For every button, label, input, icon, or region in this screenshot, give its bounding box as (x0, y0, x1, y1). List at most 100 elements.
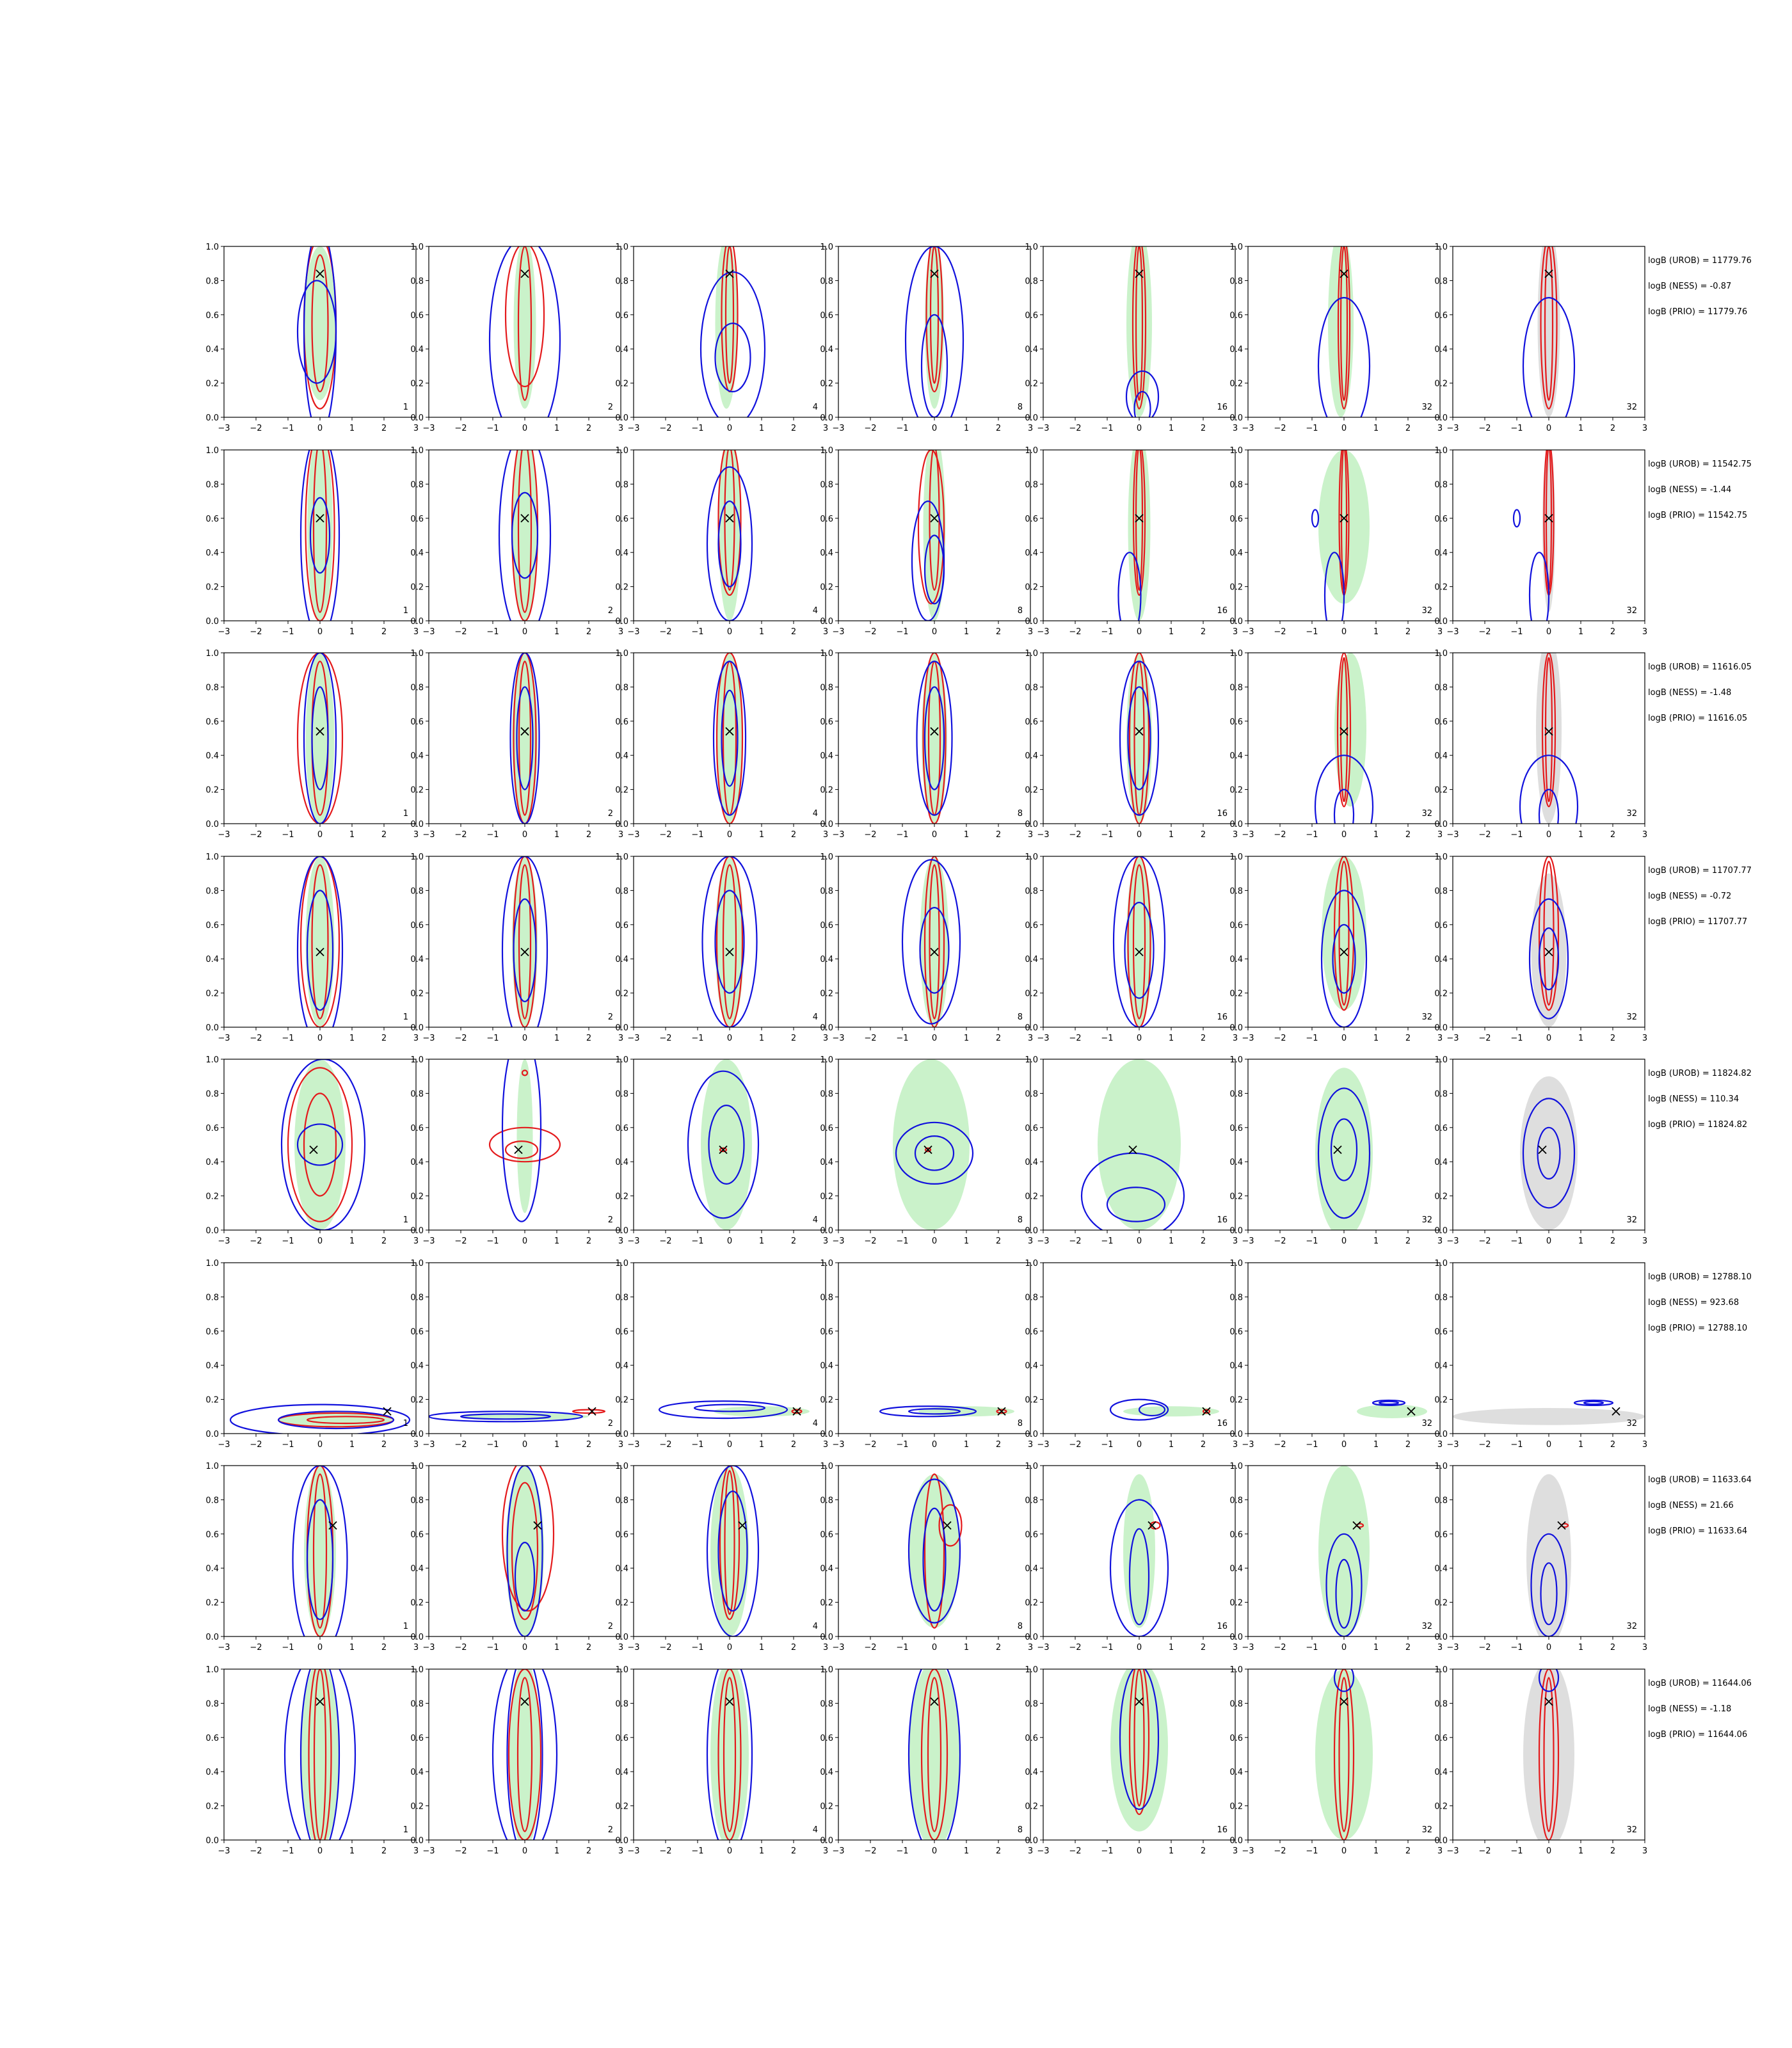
x-tick-label: 2 (1201, 627, 1206, 637)
y-tick-label: 0.0 (1229, 1633, 1243, 1642)
y-tick-label: 0.0 (820, 820, 833, 829)
true-value-marker (1135, 947, 1144, 957)
true-value-marker (1135, 727, 1144, 736)
x-tick-label: −3 (1037, 1236, 1049, 1246)
panel: −3 −2 −1 0 1 2 30.00.20.40.60.81.032 (1229, 852, 1443, 1043)
x-tick-label: 1 (349, 1440, 355, 1450)
panel: −3 −2 −1 0 1 2 30.00.20.40.60.81.08 (820, 1462, 1033, 1652)
y-tick-label: 0.4 (820, 1768, 833, 1777)
y-tick-label: 0.2 (1434, 1192, 1448, 1202)
panel-corner-label: 32 (1421, 606, 1432, 616)
y-tick-label: 0.2 (410, 1599, 424, 1608)
x-tick-label: 3 (1233, 1440, 1238, 1450)
red-contour (296, 653, 344, 824)
x-tick-label: −3 (1037, 1034, 1049, 1043)
x-tick-label: 0 (1341, 627, 1347, 637)
y-tick-label: 0.6 (1229, 1327, 1243, 1337)
x-tick-label: 2 (1201, 1846, 1206, 1856)
x-tick-label: −2 (864, 1440, 876, 1450)
x-tick-label: 0 (1546, 1846, 1551, 1856)
x-tick-label: 0 (1546, 627, 1551, 637)
y-tick-label: 1.0 (1025, 243, 1038, 252)
x-tick-label: −3 (627, 627, 639, 637)
y-tick-label: 0.2 (1434, 583, 1448, 593)
y-tick-label: 0.0 (1434, 1023, 1448, 1033)
x-tick-label: −2 (454, 1643, 467, 1652)
red-contour (1338, 860, 1350, 1006)
panel-corner-label: 32 (1626, 606, 1637, 616)
x-tick-label: −1 (486, 1034, 499, 1043)
x-tick-label: 0 (932, 424, 937, 433)
panel-corner-label: 4 (813, 1419, 818, 1428)
x-tick-label: −3 (218, 1846, 230, 1856)
y-tick-label: 1.0 (205, 1665, 219, 1675)
panel-corner-label: 8 (1018, 606, 1023, 616)
x-tick-label: 0 (522, 830, 527, 840)
green-density-region (922, 653, 947, 824)
x-tick-label: 2 (586, 627, 591, 637)
panel: −3 −2 −1 0 1 2 30.00.20.40.60.81.032 (1229, 1665, 1443, 1856)
x-tick-label: 1 (349, 627, 355, 637)
red-contour (924, 1473, 945, 1629)
red-contour (929, 246, 940, 384)
true-value-marker (930, 514, 939, 523)
y-tick-label: 0.4 (205, 1361, 219, 1371)
panel-plot-area (1528, 856, 1569, 1027)
x-tick-label: 0 (727, 424, 732, 433)
x-tick-label: −3 (1242, 627, 1254, 637)
true-value-marker (1340, 269, 1348, 278)
y-tick-label: 1.0 (1229, 852, 1243, 862)
y-tick-label: 0.4 (410, 1564, 424, 1574)
x-tick-label: −3 (218, 1440, 230, 1450)
red-contour (517, 246, 532, 401)
y-tick-label: 0.2 (1229, 989, 1243, 999)
x-tick-label: 3 (1642, 1440, 1647, 1450)
x-tick-label: 2 (1610, 1236, 1615, 1246)
x-tick-label: 0 (1137, 1643, 1142, 1652)
red-contour (504, 1140, 539, 1159)
x-tick-label: 1 (759, 830, 764, 840)
x-tick-label: −2 (864, 1236, 876, 1246)
true-value-marker (1340, 727, 1348, 736)
y-tick-label: 0.8 (1025, 683, 1038, 692)
y-tick-label: 1.0 (820, 649, 833, 659)
blue-contour (924, 534, 945, 605)
red-contour (508, 1669, 542, 1840)
x-tick-label: 1 (349, 424, 355, 433)
x-tick-label: 1 (759, 1643, 764, 1652)
panel-plot-area (904, 246, 964, 417)
blue-contour (501, 1059, 542, 1222)
y-tick-label: 0.4 (1229, 1768, 1243, 1777)
logb-annotation: logB (NESS) = -1.18 (1648, 1704, 1731, 1714)
y-tick-label: 0.2 (1229, 380, 1243, 389)
x-tick-label: −2 (1478, 1440, 1491, 1450)
blue-contour (706, 1466, 760, 1636)
true-value-marker (725, 727, 734, 736)
blue-contour (895, 1121, 974, 1185)
x-tick-label: −2 (1478, 1034, 1491, 1043)
blue-contour (916, 660, 953, 816)
blue-contour (460, 1413, 552, 1420)
true-value-marker (1557, 1521, 1566, 1530)
red-contour (1132, 864, 1146, 1020)
y-tick-label: 0.6 (820, 1734, 833, 1743)
y-tick-label: 0.6 (205, 311, 219, 321)
x-tick-label: −3 (832, 830, 844, 840)
blue-contour (506, 1466, 543, 1636)
blue-contour (693, 1404, 766, 1412)
x-tick-label: −2 (1478, 424, 1491, 433)
y-tick-label: 0.0 (1229, 820, 1243, 829)
y-tick-label: 1.0 (410, 852, 424, 862)
panel-corner-label: 32 (1626, 1825, 1637, 1835)
panel: −3 −2 −1 0 1 2 30.00.20.40.60.81.02 (410, 1665, 623, 1856)
y-tick-label: 0.8 (615, 1699, 628, 1709)
logb-annotation: logB (NESS) = 110.34 (1648, 1094, 1739, 1104)
panel-plot-area (706, 450, 753, 621)
blue-contour (1311, 509, 1320, 528)
x-tick-label: −2 (250, 1236, 262, 1246)
x-tick-label: 3 (1642, 830, 1647, 840)
x-tick-label: 3 (1437, 424, 1443, 433)
blue-contour (919, 906, 950, 994)
y-tick-label: 0.6 (1025, 515, 1038, 524)
y-tick-label: 0.2 (410, 989, 424, 999)
